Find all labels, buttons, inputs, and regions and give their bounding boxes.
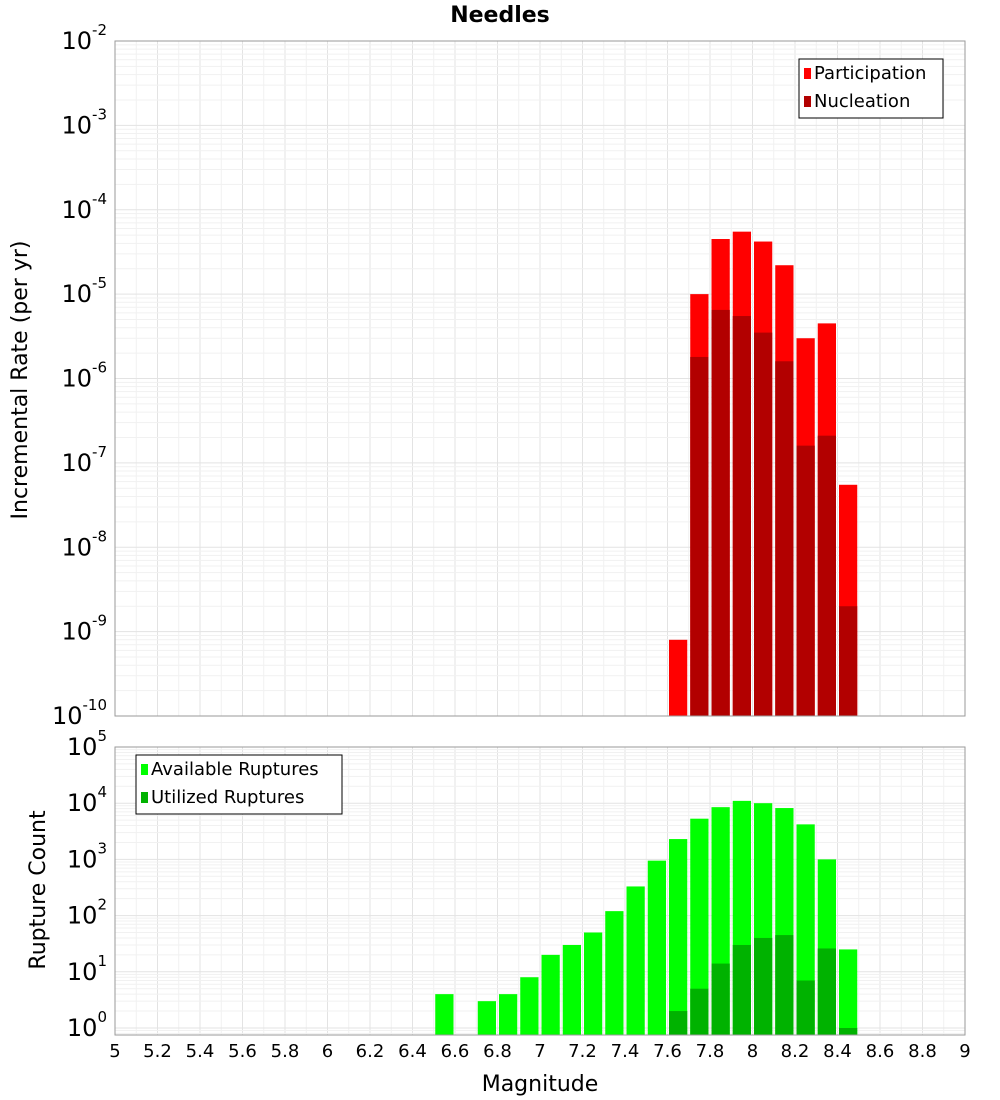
chart-title: Needles — [450, 3, 550, 28]
count-bar-secondary — [796, 980, 815, 1035]
rate-plot-frame — [114, 40, 966, 717]
count-y-tick-label: 104 — [67, 783, 107, 817]
count-legend-label: Available Ruptures — [151, 759, 319, 780]
rate-y-tick-label: 10-4 — [61, 190, 107, 224]
count-legend-swatch — [141, 764, 148, 775]
rate-bar-secondary — [775, 361, 794, 716]
rate-y-tick-label: 10-3 — [61, 105, 107, 139]
rate-y-tick-label: 10-5 — [61, 274, 107, 308]
count-bar-secondary — [669, 1011, 688, 1035]
count-bar-secondary — [817, 948, 836, 1035]
count-bar-primary — [626, 886, 645, 1035]
count-bar-primary — [541, 954, 560, 1035]
count-bar-primary — [690, 818, 709, 1035]
rate-bar-secondary — [796, 445, 815, 716]
x-tick-label: 8 — [747, 1041, 758, 1062]
x-tick-label: 6 — [322, 1041, 333, 1062]
x-tick-label: 5.8 — [271, 1041, 300, 1062]
rate-legend-swatch — [804, 96, 811, 107]
rate-bar-secondary — [754, 332, 773, 716]
x-tick-label: 5.4 — [186, 1041, 215, 1062]
rate-y-tick-label: 10-10 — [52, 696, 107, 730]
x-tick-label: 8.6 — [866, 1041, 895, 1062]
x-tick-label: 7.4 — [611, 1041, 640, 1062]
count-bar-secondary — [775, 935, 794, 1035]
rate-bar-secondary — [732, 316, 751, 716]
count-y-tick-label: 103 — [67, 839, 107, 873]
x-tick-label: 5.2 — [143, 1041, 172, 1062]
rate-y-tick-label: 10-9 — [61, 612, 107, 646]
x-tick-label: 5 — [109, 1041, 120, 1062]
x-tick-label: 6.4 — [398, 1041, 427, 1062]
count-plot-frame — [114, 746, 966, 1036]
count-bar-primary — [605, 911, 624, 1035]
count-legend-label: Utilized Ruptures — [151, 787, 304, 808]
rate-bar-secondary — [839, 606, 858, 716]
rate-y-tick-label: 10-8 — [61, 527, 107, 561]
count-bar-secondary — [711, 963, 730, 1035]
rate-grid — [114, 41, 966, 717]
x-tick-label: 7.6 — [653, 1041, 682, 1062]
count-bar-primary — [584, 932, 603, 1035]
count-y-tick-label: 102 — [67, 896, 107, 930]
rate-legend-label: Nucleation — [814, 91, 910, 112]
x-tick-label: 8.4 — [823, 1041, 852, 1062]
y-axis-label-rate: Incremental Rate (per yr) — [8, 241, 33, 520]
x-tick-label: 7.2 — [568, 1041, 597, 1062]
rate-y-tick-label: 10-6 — [61, 359, 107, 393]
count-bar-primary — [520, 977, 539, 1035]
count-bar-secondary — [754, 937, 773, 1035]
x-tick-label: 6.8 — [483, 1041, 512, 1062]
rate-bars — [669, 231, 858, 717]
count-y-tick-label: 100 — [67, 1008, 107, 1042]
rate-legend: Participation Nucleation — [798, 58, 944, 119]
y-axis-label-count: Rupture Count — [26, 810, 51, 970]
count-bar-secondary — [732, 944, 751, 1035]
rate-bar-secondary — [711, 309, 730, 716]
count-bar-primary — [647, 860, 666, 1035]
count-legend: Available Ruptures Utilized Ruptures — [135, 754, 343, 815]
rate-bar-secondary — [690, 356, 709, 716]
count-bars — [435, 800, 858, 1035]
x-tick-label: 8.8 — [908, 1041, 937, 1062]
rate-y-tick-label: 10-7 — [61, 443, 107, 477]
count-bar-secondary — [690, 988, 709, 1035]
count-bar-primary — [669, 839, 688, 1035]
count-bar-primary — [499, 994, 518, 1035]
count-panel: 100 101 102 103 104 105 5 5.2 5.4 5.6 5.8 6 6.2 6.4 6.… — [67, 727, 971, 1062]
rate-bar-primary — [669, 639, 688, 716]
count-y-tick-label: 101 — [67, 952, 107, 986]
count-y-tick-label: 105 — [67, 727, 107, 761]
x-tick-label: 9 — [959, 1041, 970, 1062]
x-tick-label: 5.6 — [228, 1041, 257, 1062]
rate-legend-swatch — [804, 68, 811, 79]
count-bar-primary — [562, 944, 581, 1035]
rate-legend-label: Participation — [814, 63, 926, 84]
count-bar-secondary — [839, 1027, 858, 1035]
x-tick-label: 7.8 — [696, 1041, 725, 1062]
count-bar-primary — [477, 1001, 496, 1035]
count-legend-swatch — [141, 792, 148, 803]
x-axis-label: Magnitude — [482, 1072, 599, 1097]
x-tick-label: 6.2 — [356, 1041, 385, 1062]
count-bar-primary — [435, 994, 454, 1035]
x-tick-label: 6.6 — [441, 1041, 470, 1062]
count-bar-primary — [839, 949, 858, 1035]
rate-y-tick-label: 10-2 — [61, 21, 107, 55]
rate-panel: 10-10 10-9 10-8 10-7 10-6 10-5 10-4 10-3 10-2 Par… — [52, 21, 966, 730]
rate-bar-secondary — [817, 435, 836, 716]
x-tick-label: 8.2 — [781, 1041, 810, 1062]
x-tick-label: 7 — [534, 1041, 545, 1062]
